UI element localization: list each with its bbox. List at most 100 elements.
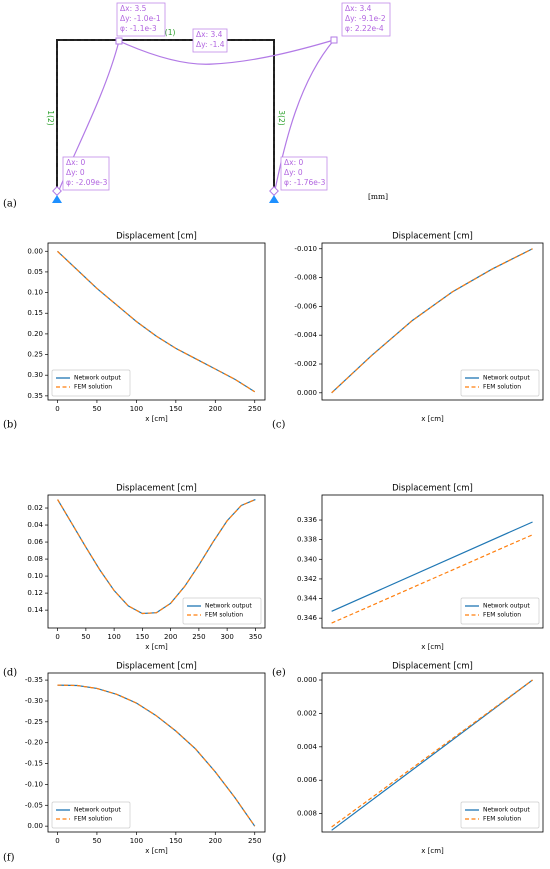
annotation: Δx: 3.4 Δy: -9.1e-2 φ: 2.22e-4 xyxy=(341,2,391,37)
y-tick-label: -0.20 xyxy=(25,739,43,747)
legend: Network output FEM solution xyxy=(460,597,540,625)
y-tick-label: 0.30 xyxy=(27,371,43,379)
data-line xyxy=(331,679,533,828)
chart: Displacement [cm] x [cm] (c) -0.010 -0.008 -0… xyxy=(272,232,544,431)
chart: Displacement [cm] x [cm] (f) -0.35 -0.30 -0.2… xyxy=(3,662,266,864)
chart: Displacement [cm] x [cm] (b) 0.00 0.05 0.10 0.… xyxy=(3,232,266,431)
x-axis-label: x [cm] xyxy=(421,643,444,651)
x-axis-label: x [cm] xyxy=(145,643,168,651)
y-tick-label: 0.20 xyxy=(27,330,43,338)
support xyxy=(52,195,62,203)
legend-label: Network output xyxy=(205,603,252,610)
legend-box xyxy=(51,801,131,829)
x-axis-label: x [cm] xyxy=(421,415,444,423)
annotation-text: φ: -2.09e-3 xyxy=(66,178,108,187)
legend-label: FEM solution xyxy=(205,612,243,619)
y-tick-label: -0.004 xyxy=(294,331,317,339)
annotation-text: Δx: 3.5 xyxy=(120,4,147,13)
chart-title: Displacement [cm] xyxy=(392,484,473,494)
deformed-shape xyxy=(56,38,336,196)
data-line xyxy=(331,534,533,624)
y-tick-label: 0.002 xyxy=(297,709,317,717)
node xyxy=(115,37,123,45)
data-line xyxy=(331,679,533,831)
x-tick-label: 100 xyxy=(130,405,143,413)
legend-label: FEM solution xyxy=(74,816,112,823)
x-tick-label: 150 xyxy=(169,405,182,413)
legend: Network output FEM solution xyxy=(51,801,131,829)
annotation-text: φ: -1.1e-3 xyxy=(120,24,157,33)
annotation: Δx: 0 Δy: 0 φ: -1.76e-3 xyxy=(280,156,328,191)
panel-label: (b) xyxy=(3,420,17,431)
axes-frame xyxy=(47,494,266,629)
legend-label: FEM solution xyxy=(74,384,112,391)
x-axis-label: x [cm] xyxy=(145,415,168,423)
x-tick-label: 150 xyxy=(136,633,149,641)
axes-frame xyxy=(321,672,544,833)
legend-box xyxy=(460,801,540,829)
legend-label: Network output xyxy=(483,807,530,814)
element-label: 2(1) xyxy=(160,28,175,37)
y-tick-label: 0.06 xyxy=(27,538,43,546)
annotation: Δx: 3.5 Δy: -1.0e-1 φ: -1.1e-3 xyxy=(116,2,166,37)
axes-frame xyxy=(321,494,544,629)
annotation-text: Δx: 3.4 xyxy=(345,4,372,13)
frame xyxy=(56,39,275,195)
chart-title: Displacement [cm] xyxy=(116,484,197,494)
y-tick-label: 0.338 xyxy=(297,536,317,544)
y-tick-label: -0.25 xyxy=(25,718,43,726)
y-tick-label: 0.000 xyxy=(297,389,317,397)
annotation-text: φ: -1.76e-3 xyxy=(284,178,326,187)
y-tick-label: 0.12 xyxy=(27,589,43,597)
x-tick-label: 50 xyxy=(92,837,101,845)
y-tick-label: 0.336 xyxy=(297,516,318,524)
axes-frame xyxy=(47,672,266,833)
y-tick-label: 0.02 xyxy=(27,504,43,512)
legend-label: FEM solution xyxy=(483,384,521,391)
y-tick-label: 0.08 xyxy=(27,555,43,563)
support xyxy=(269,195,279,203)
x-tick-label: 200 xyxy=(164,633,177,641)
x-tick-label: 0 xyxy=(55,837,59,845)
legend-label: Network output xyxy=(483,375,530,382)
y-tick-label: 0.344 xyxy=(297,595,318,603)
legend-label: FEM solution xyxy=(483,612,521,619)
chart-title: Displacement [cm] xyxy=(392,662,473,672)
y-tick-label: 0.004 xyxy=(297,743,318,751)
y-tick-label: 0.05 xyxy=(27,268,43,276)
legend-box xyxy=(182,597,262,625)
y-tick-label: 0.00 xyxy=(27,247,43,255)
panel-label: (e) xyxy=(272,668,286,679)
legend-box xyxy=(460,369,540,397)
y-tick-label: 0.15 xyxy=(27,309,43,317)
x-tick-label: 200 xyxy=(209,837,222,845)
panel-label: (f) xyxy=(3,853,15,864)
legend-label: Network output xyxy=(483,603,530,610)
y-tick-label: 0.006 xyxy=(297,776,318,784)
data-line xyxy=(57,250,256,393)
chart: Displacement [cm] x [cm] (e) 0.336 0.338 0.34… xyxy=(272,484,544,679)
annotation-text: Δy: -9.1e-2 xyxy=(345,14,386,23)
x-tick-label: 0 xyxy=(55,633,59,641)
y-tick-label: 0.14 xyxy=(27,606,43,614)
chart: Displacement [cm] x [cm] (d) 0.02 0.04 0.06 0.… xyxy=(3,484,266,679)
y-tick-label: -0.010 xyxy=(294,245,317,253)
chart-title: Displacement [cm] xyxy=(116,232,197,242)
annotation-text: Δy: 0 xyxy=(284,168,303,177)
annotation-text: Δx: 0 xyxy=(284,158,303,167)
y-tick-label: -0.05 xyxy=(25,801,43,809)
annotation: Δx: 3.4 Δy: -1.4 xyxy=(192,28,228,53)
x-tick-label: 100 xyxy=(107,633,120,641)
y-tick-label: -0.15 xyxy=(25,760,43,768)
data-line xyxy=(331,248,533,394)
node xyxy=(330,36,338,44)
x-tick-label: 350 xyxy=(249,633,262,641)
legend: Network output FEM solution xyxy=(51,369,131,397)
panel-label: (a) xyxy=(3,199,17,210)
frame-diagram: 2(1) 1(2) 3(2) Δx: 3.5 Δy: -1.0e-1 φ: -1… xyxy=(3,2,391,210)
x-tick-label: 50 xyxy=(81,633,90,641)
chart: Displacement [cm] x [cm] (g) 0.000 0.002 0.00… xyxy=(272,662,544,864)
y-tick-label: -0.35 xyxy=(25,676,43,684)
y-tick-label: 0.346 xyxy=(297,614,318,622)
